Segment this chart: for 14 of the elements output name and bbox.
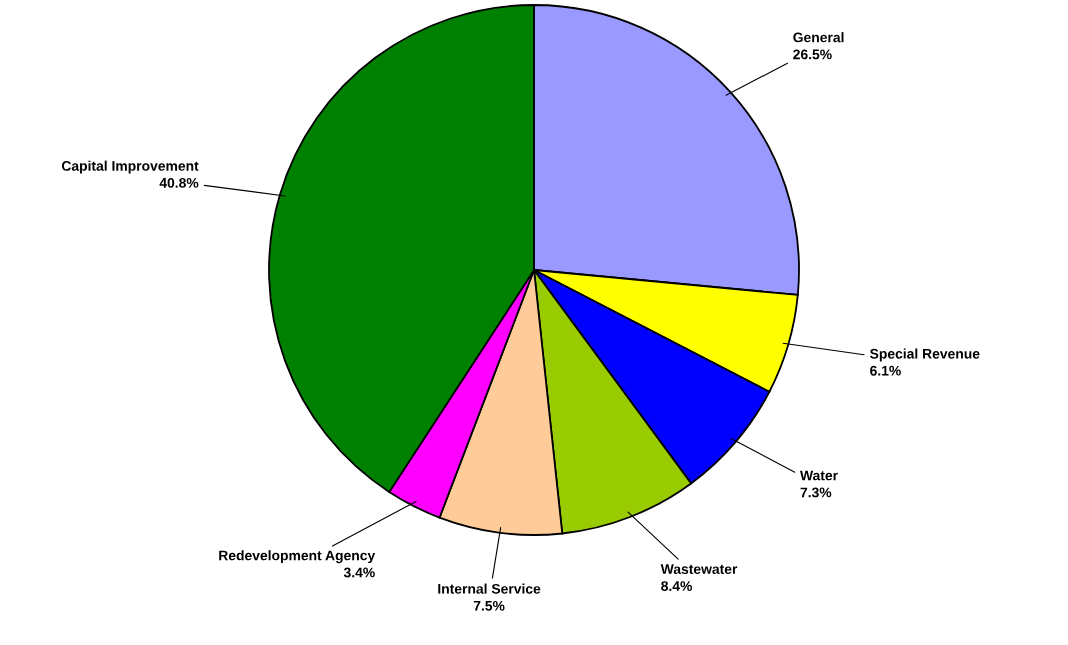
- slice-label: Special Revenue: [870, 348, 980, 362]
- data-label: 8.4%: [661, 581, 693, 591]
- data-label: 6.1%: [870, 365, 901, 376]
- slice-label: Water: [800, 470, 838, 481]
- data-label: 7.3%: [800, 487, 832, 498]
- data-label: 7.5%: [473, 600, 505, 611]
- slice-label: Internal Service: [438, 583, 541, 594]
- data-label: 26.5%: [793, 49, 832, 60]
- slice-label: Capital Improvement: [61, 160, 199, 174]
- slice-label: Redevelopment Agency: [219, 550, 376, 564]
- data-label: 40.8%: [159, 177, 199, 188]
- data-label: 3.4%: [343, 567, 375, 578]
- slice-label: Wastewater: [660, 564, 738, 574]
- slice-label: General: [793, 32, 844, 43]
